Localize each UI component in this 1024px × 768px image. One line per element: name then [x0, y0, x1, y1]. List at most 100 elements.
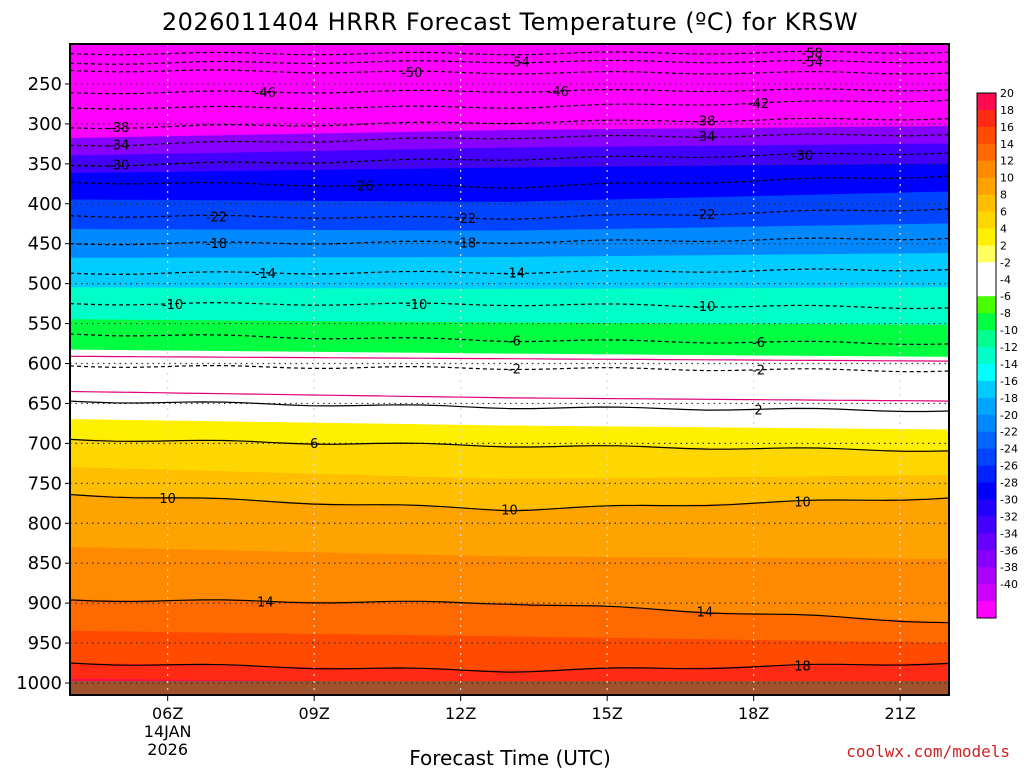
ytick-label-300: 300: [28, 114, 62, 135]
contour-label-10: 10: [501, 504, 518, 519]
contour-label--22: -22: [206, 211, 227, 226]
ytick-label-700: 700: [28, 433, 62, 454]
colorbar-label-16: 16: [1000, 121, 1014, 134]
colorbar-swatch: [977, 347, 996, 365]
ytick-label-1000: 1000: [16, 673, 62, 694]
contour-label--46: -46: [255, 86, 276, 101]
plot-area: -58-54 -54-50-46 -46-42-38 -38-34-34-30-30-…: [69, 43, 950, 696]
contour-label--6: -6: [508, 334, 521, 349]
x-axis-label: Forecast Time (UTC): [409, 746, 611, 768]
colorbar-label--28: -28: [1000, 477, 1018, 490]
colorbar-label--24: -24: [1000, 443, 1018, 456]
colorbar-swatch: [977, 143, 996, 162]
colorbar-swatch: [977, 160, 996, 179]
colorbar-label--18: -18: [1000, 392, 1018, 405]
xtick-label-06Z: 06Z: [152, 704, 183, 723]
plot-frame: [69, 43, 950, 696]
contour-label-10: 10: [794, 496, 811, 511]
colorbar-swatch: [977, 465, 996, 484]
ytick-label-950: 950: [28, 633, 62, 654]
colorbar-swatch: [977, 533, 996, 551]
colorbar-label--40: -40: [1000, 578, 1018, 591]
xtick-label-09Z: 09Z: [299, 704, 330, 723]
ytick-label-650: 650: [28, 393, 62, 414]
colorbar-swatch: [977, 194, 996, 213]
contour-label--10: -10: [406, 298, 427, 313]
contour-label-10: 10: [159, 492, 176, 507]
colorbar-label--8: -8: [1000, 307, 1011, 320]
contour-label--42: -42: [748, 97, 769, 112]
colorbar-label-10: 10: [1000, 172, 1014, 185]
colorbar-label--4: -4: [1000, 273, 1011, 286]
contour-label--22: -22: [694, 208, 715, 223]
ytick-label-400: 400: [28, 194, 62, 215]
contour-label--26: -26: [352, 179, 373, 194]
ground-surface: [70, 681, 949, 695]
colorbar-label-18: 18: [1000, 104, 1014, 117]
temperature-contours: -58-54 -54-50-46 -46-42-38 -38-34-34-30-30-…: [70, 46, 949, 675]
color-legend: 20 18 16 14 12 10 8 6 4 2 -2 -4 -6 -8 -10 -12 -14 -16 -18 -…: [976, 87, 1018, 619]
freezing-line--2: [70, 355, 949, 362]
colorbar-swatch: [977, 262, 996, 280]
colorbar-label--10: -10: [1000, 324, 1018, 337]
xtick-label-12Z: 12Z: [445, 704, 476, 723]
contour-label-6: 6: [310, 437, 318, 452]
contour-label--30: -30: [792, 149, 813, 164]
xtick-label-15Z: 15Z: [592, 704, 623, 723]
contour-label--34: -34: [108, 139, 129, 154]
contour-label--14: -14: [504, 266, 525, 281]
site-credit: coolwx.com/models: [846, 742, 1010, 761]
contour-label--46: -46: [548, 85, 569, 100]
contour-label--30: -30: [108, 159, 129, 174]
colorbar-swatch: [977, 380, 996, 399]
contour-label--10: -10: [162, 298, 183, 313]
colorbar-label--14: -14: [1000, 358, 1018, 371]
contour-label--54: -54: [509, 56, 530, 71]
ytick-label-850: 850: [28, 553, 62, 574]
contour-label--38: -38: [108, 121, 129, 136]
ytick-label-250: 250: [28, 74, 62, 95]
contour-label--38: -38: [694, 115, 715, 130]
contour-line-10: [70, 493, 949, 512]
contour-label--22: -22: [455, 212, 476, 227]
colorbar-label-4: 4: [1000, 222, 1007, 235]
colorbar-swatch: [977, 550, 996, 568]
contour-label--6: -6: [752, 336, 765, 351]
colorbar-label-8: 8: [1000, 189, 1007, 202]
colorbar-label-12: 12: [1000, 155, 1014, 168]
colorbar-swatch: [977, 211, 996, 229]
colorbar-swatch: [977, 296, 996, 314]
colorbar-swatch: [977, 126, 996, 145]
colorbar-swatch: [977, 363, 996, 382]
colorbar-label--38: -38: [1000, 561, 1018, 574]
temp-band--12: [70, 287, 949, 326]
contour-label--50: -50: [401, 66, 422, 81]
colorbar-label--34: -34: [1000, 527, 1018, 540]
pressure-gridlines: [70, 83, 949, 684]
ytick-label-900: 900: [28, 593, 62, 614]
contour-label--10: -10: [694, 300, 715, 315]
contour-label--34: -34: [694, 130, 715, 145]
colorbar-swatch: [977, 109, 996, 128]
colorbar-label--20: -20: [1000, 409, 1018, 422]
contour-line-18: [70, 662, 949, 673]
contour-line-2: [70, 400, 949, 413]
xtick-sublabel-14JAN: 14JAN: [144, 722, 192, 741]
ytick-label-800: 800: [28, 513, 62, 534]
contour-label--14: -14: [255, 267, 276, 282]
colorbar-label-6: 6: [1000, 206, 1007, 219]
colorbar-swatch: [977, 414, 996, 433]
colorbar-label--30: -30: [1000, 493, 1018, 506]
colorbar-swatch: [977, 584, 996, 602]
colorbar-label--2: -2: [1000, 256, 1011, 269]
colorbar-swatch: [977, 228, 996, 246]
chart-title: 2026011404 HRRR Forecast Temperature (ºC…: [162, 8, 858, 36]
contour-label--18: -18: [455, 236, 476, 251]
freezing-line-2: [70, 390, 949, 402]
colorbar-label-14: 14: [1000, 138, 1014, 151]
contour-label--54: -54: [802, 56, 823, 71]
ytick-label-450: 450: [28, 234, 62, 255]
xtick-label-21Z: 21Z: [885, 704, 916, 723]
contour-label-2: 2: [754, 403, 762, 418]
